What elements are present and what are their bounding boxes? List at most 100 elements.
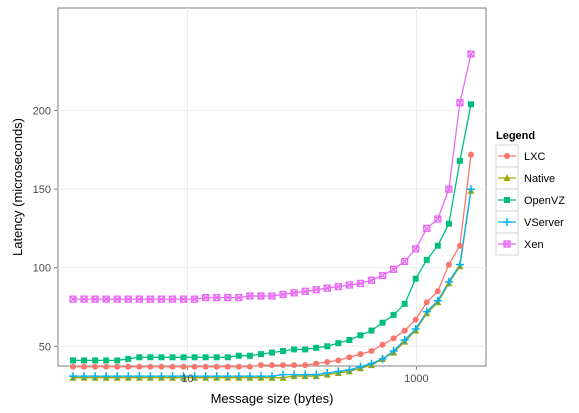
data-point-xen	[213, 293, 221, 302]
legend-key-marker-native	[503, 174, 511, 181]
data-point-openvz	[158, 354, 165, 361]
series-markers	[69, 50, 475, 381]
data-point-xen	[124, 295, 132, 303]
data-point-xen	[290, 289, 298, 297]
data-point-openvz	[147, 354, 154, 361]
data-point-vserver	[157, 372, 166, 381]
data-point-lxc	[191, 363, 198, 370]
data-point-lxc	[224, 363, 231, 370]
data-point-vserver	[268, 372, 276, 381]
data-point-vserver	[190, 372, 199, 381]
data-point-xen	[279, 290, 287, 299]
data-point-openvz	[235, 352, 242, 359]
data-point-xen	[113, 295, 121, 303]
data-point-vserver	[378, 354, 387, 363]
data-point-lxc	[468, 151, 474, 158]
data-point-xen	[69, 295, 77, 303]
data-point-openvz	[379, 319, 386, 326]
data-point-xen	[202, 293, 210, 302]
y-tick-label: 100	[33, 263, 51, 275]
data-point-vserver	[422, 307, 431, 316]
data-point-xen	[168, 295, 177, 303]
data-point-lxc	[202, 363, 209, 370]
data-point-openvz	[456, 157, 463, 164]
data-point-openvz	[368, 327, 375, 334]
data-point-xen	[301, 287, 309, 295]
data-point-xen	[146, 295, 155, 303]
data-point-vserver	[400, 336, 409, 344]
data-point-vserver	[433, 296, 442, 305]
data-point-vserver	[113, 372, 122, 381]
data-point-openvz	[357, 332, 364, 339]
data-point-openvz	[390, 311, 397, 318]
data-point-lxc	[235, 363, 242, 370]
data-point-openvz	[191, 354, 198, 361]
data-point-lxc	[434, 288, 441, 295]
data-point-vserver	[168, 372, 177, 381]
data-point-openvz	[136, 354, 143, 361]
data-point-vserver	[389, 347, 398, 355]
data-point-xen	[80, 295, 88, 303]
data-point-vserver	[323, 369, 332, 377]
data-point-xen	[345, 281, 354, 289]
data-point-openvz	[335, 340, 342, 347]
data-point-lxc	[302, 362, 309, 369]
data-point-openvz	[257, 351, 264, 358]
data-point-vserver	[290, 370, 299, 379]
legend-label-openvz: OpenVZ	[524, 195, 565, 207]
legend-key-marker-openvz	[504, 197, 510, 203]
data-point-vserver	[234, 372, 243, 381]
data-point-vserver	[91, 372, 100, 381]
data-point-xen	[135, 295, 143, 303]
data-point-lxc	[257, 362, 264, 369]
data-point-xen	[268, 292, 276, 300]
data-point-lxc	[269, 362, 275, 369]
data-point-xen	[190, 295, 199, 303]
legend: Legend LXC Native OpenVZ VServer Xen	[495, 130, 565, 256]
data-point-lxc	[335, 357, 342, 364]
data-point-vserver	[444, 277, 453, 286]
data-point-openvz	[269, 349, 275, 356]
data-point-lxc	[280, 362, 287, 369]
data-point-lxc	[357, 351, 364, 358]
legend-label-vserver: VServer	[524, 217, 564, 229]
legend-label-native: Native	[524, 173, 555, 185]
data-point-openvz	[280, 348, 287, 354]
data-point-openvz	[180, 354, 187, 361]
data-point-xen	[389, 265, 398, 273]
data-point-lxc	[81, 363, 88, 370]
data-point-lxc	[313, 360, 320, 367]
data-point-openvz	[125, 355, 132, 362]
y-tick-label: 50	[39, 341, 51, 353]
data-point-vserver	[179, 372, 188, 381]
data-point-vserver	[146, 372, 155, 381]
data-point-vserver	[223, 372, 232, 381]
data-point-lxc	[368, 348, 375, 354]
data-point-vserver	[102, 372, 111, 381]
y-tick-label: 200	[33, 106, 51, 118]
data-point-openvz	[302, 346, 309, 353]
data-point-vserver	[245, 372, 254, 381]
data-point-openvz	[70, 357, 76, 364]
legend-key-marker-lxc	[504, 153, 510, 159]
data-point-lxc	[125, 363, 132, 370]
data-point-openvz	[92, 357, 99, 364]
data-point-openvz	[246, 352, 253, 359]
data-point-lxc	[390, 335, 397, 342]
data-point-lxc	[324, 359, 331, 365]
data-point-xen	[91, 295, 99, 303]
data-point-vserver	[80, 372, 89, 381]
data-point-xen	[323, 284, 331, 292]
legend-key-marker-vserver	[503, 218, 511, 226]
data-point-xen	[378, 271, 387, 280]
data-point-xen	[367, 276, 376, 284]
legend-title: Legend	[496, 130, 535, 142]
data-point-vserver	[367, 359, 376, 368]
data-point-openvz	[468, 101, 474, 108]
data-point-lxc	[136, 363, 143, 370]
data-point-xen	[235, 293, 243, 302]
data-point-openvz	[202, 354, 209, 361]
data-point-openvz	[346, 337, 353, 343]
data-point-openvz	[291, 346, 298, 353]
data-point-xen	[412, 245, 420, 253]
